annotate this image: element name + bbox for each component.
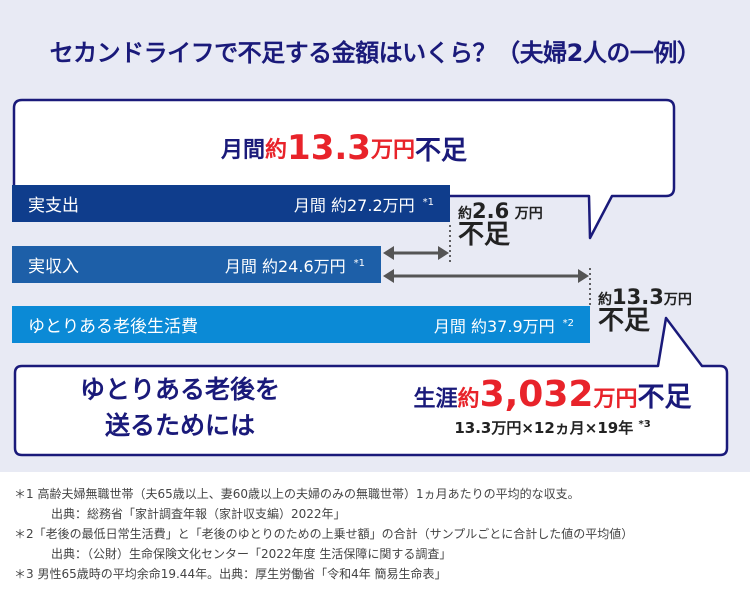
bar-actual-expense: 実支出 月間 約27.2万円 *1: [12, 185, 450, 222]
bar-value: 月間 約24.6万円: [224, 256, 346, 276]
page-title: セカンドライフで不足する金額はいくら？（夫婦2人の一例）: [49, 39, 701, 67]
double-arrow-icon: [383, 269, 589, 283]
bar-value: 月間 約37.9万円: [433, 316, 555, 336]
bar-value: 月間 約27.2万円: [293, 195, 415, 215]
footnote-1: ＊1 高齢夫婦無職世帯（夫65歳以上、妻60歳以上の夫婦のみの無職世帯）1ヵ月あ…: [14, 487, 580, 501]
bar-comfortable-living-cost: ゆとりある老後生活費 月間 約37.9万円 *2: [12, 306, 590, 343]
bar-actual-income: 実収入 月間 約24.6万円 *1: [12, 246, 381, 283]
top-speech-bubble: [12, 98, 676, 240]
shortfall-label-large: 約13.3万円 不足: [598, 285, 692, 337]
shortfall-label-small: 約2.6 万円 不足: [458, 199, 543, 251]
bar-label: 実支出: [28, 196, 79, 216]
footnote-1-source: 出典：総務省「家計調査年報（家計収支編）2022年」: [51, 507, 346, 521]
lifetime-shortfall-callout: 生涯約3,032万円不足 13.3万円×12ヵ月×19年 *3: [380, 374, 725, 438]
monthly-shortfall-callout: 月間 約 13.3 万円 不足: [221, 128, 467, 168]
footnotes: ＊1 高齢夫婦無職世帯（夫65歳以上、妻60歳以上の夫婦のみの無職世帯）1ヵ月あ…: [14, 484, 633, 584]
bar-label: ゆとりある老後生活費: [28, 317, 198, 337]
comfortable-retirement-heading: ゆとりある老後を 送るためには: [79, 375, 280, 440]
footnote-3: ＊3 男性65歳時の平均余命19.44年。出典：厚生労働省「令和4年 簡易生命表…: [14, 567, 447, 581]
calculation-formula: 13.3万円×12ヵ月×19年 *3: [454, 419, 651, 437]
footnote-2-source: 出典：（公財）生命保険文化センター「2022年度 生活保障に関する調査」: [51, 547, 452, 561]
lifetime-shortfall-amount: 3,032: [479, 374, 594, 415]
bubbles-and-arrows: [12, 98, 729, 457]
footnote-2: ＊2「老後の最低日常生活費」と「老後のゆとりのための上乗せ額」の合計（サンプルご…: [14, 527, 634, 541]
bottom-speech-bubble: [13, 316, 729, 457]
bar-label: 実収入: [28, 257, 79, 277]
double-arrow-icon: [383, 246, 449, 260]
monthly-shortfall-amount: 13.3: [287, 128, 371, 168]
